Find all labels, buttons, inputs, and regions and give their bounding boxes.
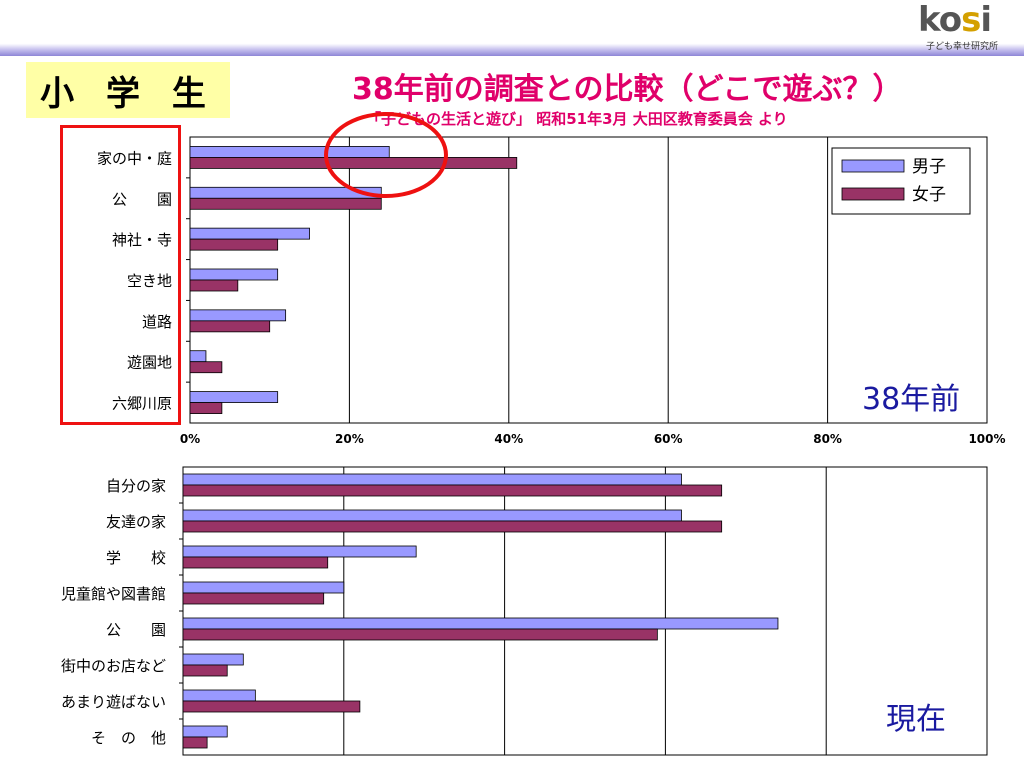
header-band [0,0,1024,56]
category-label: 児童館や図書館 [61,585,166,603]
logo-wordmark: kosi [918,0,992,40]
category-highlight-frame [60,125,181,425]
highlight-circle [324,112,448,198]
bar-girls [189,197,382,210]
bar-girls [182,592,325,605]
bar-boys [189,391,279,403]
bar-girls [189,361,223,374]
legend-label-girls: 女子 [912,185,946,205]
x-tick-label: 60% [654,432,683,446]
page-title: 38年前の調査との比較（どこで遊ぶ？） [352,72,903,107]
category-label: 友達の家 [106,513,166,531]
bar-girls [189,238,279,251]
x-tick-label: 0% [180,432,200,446]
bar-girls [182,520,723,533]
bar-girls [182,700,361,713]
grade-label: 小 学 生 [26,62,230,118]
category-label: 空き地 [127,272,172,290]
x-tick-label: 40% [494,432,523,446]
bar-boys [182,581,345,594]
legend-swatch-boys [841,159,905,173]
category-label: あまり遊ばない [61,693,166,711]
category-label: 遊園地 [127,354,172,372]
bar-girls [182,556,329,569]
bar-girls [189,279,239,292]
category-label: 公 園 [112,190,172,208]
bar-boys [182,617,779,630]
bar-boys [182,689,256,702]
bar-girls [182,484,723,497]
category-label: 家の中・庭 [97,149,172,167]
legend-swatch-girls [841,187,905,201]
bar-girls [182,628,658,641]
legend-box [831,147,971,215]
category-label: 六郷川原 [112,395,172,413]
category-label: 自分の家 [106,477,166,495]
legend-label-boys: 男子 [912,157,946,177]
x-tick-label: 80% [813,432,842,446]
past-label: 38年前 [862,382,961,417]
category-label: 神社・寺 [112,231,172,249]
bar-girls [182,664,228,677]
bar-girls [182,736,208,749]
category-label: 街中のお店など [61,657,166,675]
category-label: 道路 [142,313,172,331]
bar-girls [189,402,223,414]
category-label: 公 園 [106,621,166,639]
bar-boys [182,473,682,486]
category-label: そ の 他 [91,729,166,747]
x-tick-label: 20% [335,432,364,446]
x-tick-label: 100% [968,432,1005,446]
bar-boys [182,545,417,558]
bar-girls [189,320,271,333]
logo-subtitle: 子ども幸せ研究所 [926,42,999,52]
kosi-logo: kosi 子ども幸せ研究所 [918,0,1018,52]
bar-boys [182,509,682,522]
category-label: 学 校 [106,549,166,567]
bar-boys [182,653,244,666]
source-citation: 「子どもの生活と遊び」 昭和51年3月 大田区教育委員会 より [366,110,788,128]
present-label: 現在 [886,702,946,737]
bar-boys [182,725,228,738]
